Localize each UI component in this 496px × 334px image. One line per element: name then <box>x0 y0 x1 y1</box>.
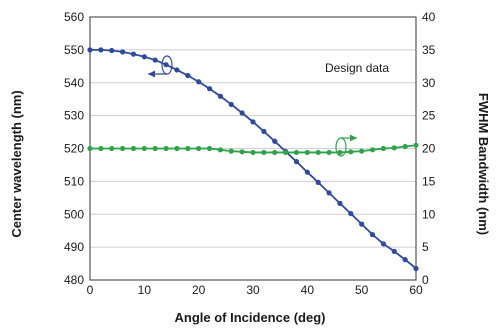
series-point-center-wavelength <box>239 110 245 116</box>
series-point-center-wavelength <box>120 49 126 55</box>
series-point-center-wavelength <box>304 169 310 175</box>
left-y-tick-label: 520 <box>64 142 84 156</box>
series-point-center-wavelength <box>163 62 169 68</box>
series-point-fwhm <box>206 145 213 152</box>
series-point-center-wavelength <box>380 241 386 247</box>
series-point-center-wavelength <box>272 138 278 144</box>
series-point-fwhm <box>217 147 223 153</box>
left-y-axis-ticks: 480 490 500 510 520 530 540 550 560 <box>64 10 84 287</box>
right-y-tick-label: 35 <box>422 43 436 57</box>
x-tick-label: 20 <box>192 283 206 297</box>
series-point-center-wavelength <box>261 128 267 134</box>
right-y-tick-label: 0 <box>422 273 429 287</box>
right-y-tick-label: 40 <box>422 10 436 24</box>
series-point-center-wavelength <box>413 265 419 272</box>
left-y-tick-label: 500 <box>64 207 84 221</box>
series-point-fwhm <box>304 149 310 156</box>
series-point-fwhm <box>369 147 376 153</box>
series-point-center-wavelength <box>228 101 234 108</box>
series-point-center-wavelength <box>141 54 147 60</box>
x-tick-label: 40 <box>301 283 315 297</box>
right-y-tick-label: 25 <box>422 109 436 123</box>
series-point-center-wavelength <box>402 257 408 263</box>
series-point-fwhm <box>98 145 104 152</box>
series-point-center-wavelength <box>369 232 376 238</box>
series-point-fwhm <box>283 149 289 156</box>
right-y-tick-label: 20 <box>422 142 436 156</box>
series-point-fwhm <box>141 145 147 152</box>
series-point-center-wavelength <box>293 159 300 165</box>
series-point-center-wavelength <box>109 47 115 54</box>
series-point-fwhm <box>272 149 278 156</box>
series-layer <box>87 47 419 272</box>
series-point-fwhm <box>152 145 158 152</box>
series-point-fwhm <box>120 145 126 152</box>
x-axis-ticks: 0 10 20 30 40 50 60 <box>87 283 423 297</box>
series-point-center-wavelength <box>206 86 213 92</box>
series-point-fwhm <box>250 149 256 156</box>
right-y-tick-label: 15 <box>422 174 436 188</box>
left-y-tick-label: 550 <box>64 43 84 57</box>
series-point-center-wavelength <box>348 210 354 217</box>
series-point-fwhm <box>109 145 115 152</box>
series-point-fwhm <box>228 148 234 154</box>
x-tick-label: 30 <box>246 283 260 297</box>
right-y-tick-label: 10 <box>422 207 436 221</box>
series-point-fwhm <box>130 145 137 152</box>
series-point-center-wavelength <box>250 119 256 125</box>
x-tick-label: 60 <box>409 283 423 297</box>
series-point-center-wavelength <box>217 93 223 99</box>
right-y-axis-ticks: 0 5 10 15 20 25 30 35 40 <box>422 10 436 287</box>
x-tick-label: 10 <box>138 283 152 297</box>
series-point-center-wavelength <box>359 221 365 227</box>
series-point-fwhm <box>196 145 202 152</box>
series-point-fwhm <box>185 145 191 152</box>
left-axis-pointer-icon <box>148 55 173 78</box>
left-y-tick-label: 510 <box>64 174 84 188</box>
right-y-axis-title: FWHM Bandwidth (nm) <box>476 93 491 235</box>
series-point-fwhm <box>359 148 365 154</box>
series-point-fwhm <box>174 145 180 152</box>
left-y-tick-label: 560 <box>64 10 84 24</box>
right-y-tick-label: 30 <box>422 76 436 90</box>
left-y-tick-label: 480 <box>64 273 84 287</box>
series-point-fwhm <box>402 143 408 150</box>
series-point-center-wavelength <box>337 200 343 206</box>
series-point-center-wavelength <box>391 248 397 254</box>
series-point-fwhm <box>337 149 343 156</box>
left-y-tick-label: 490 <box>64 240 84 254</box>
series-point-center-wavelength <box>315 179 321 185</box>
series-point-fwhm <box>239 149 245 155</box>
design-data-annotation: Design data <box>325 61 389 75</box>
series-point-center-wavelength <box>87 47 93 53</box>
x-axis-title: Angle of Incidence (deg) <box>175 310 326 325</box>
x-tick-label: 0 <box>87 283 94 297</box>
series-point-fwhm <box>163 145 169 152</box>
series-point-fwhm <box>87 145 93 152</box>
series-point-center-wavelength <box>174 67 180 73</box>
series-point-fwhm <box>261 149 267 156</box>
right-axis-pointer-icon <box>335 134 357 157</box>
series-point-fwhm <box>348 149 354 155</box>
series-point-center-wavelength <box>185 72 191 79</box>
series-point-center-wavelength <box>152 57 158 63</box>
right-y-tick-label: 5 <box>422 240 429 254</box>
x-tick-label: 50 <box>355 283 369 297</box>
series-point-fwhm <box>413 142 419 148</box>
series-point-fwhm <box>315 149 321 156</box>
left-y-tick-label: 540 <box>64 76 84 90</box>
series-point-center-wavelength <box>196 79 202 85</box>
series-point-fwhm <box>326 149 332 156</box>
series-point-center-wavelength <box>98 47 104 53</box>
series-point-fwhm <box>391 145 397 151</box>
left-y-tick-label: 530 <box>64 109 84 123</box>
series-point-center-wavelength <box>326 190 332 196</box>
series-point-fwhm <box>380 145 386 152</box>
left-y-axis-title: Center wavelength (nm) <box>9 90 24 237</box>
series-point-center-wavelength <box>130 51 137 57</box>
series-point-fwhm <box>293 149 300 156</box>
